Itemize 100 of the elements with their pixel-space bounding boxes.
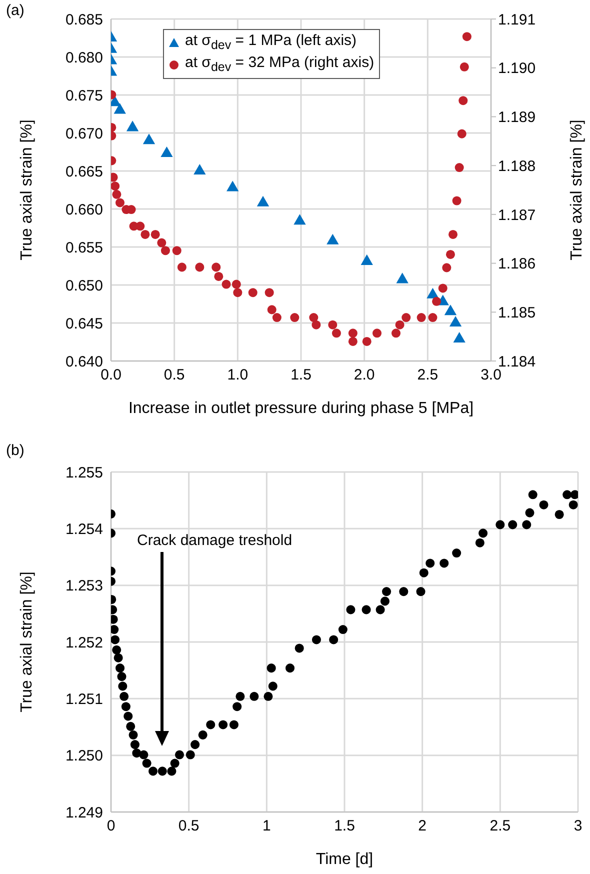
x-tick-label: 1: [262, 818, 271, 835]
point: [160, 146, 173, 158]
point: [272, 313, 282, 322]
point: [112, 190, 122, 199]
point: [432, 296, 442, 306]
point: [312, 320, 321, 330]
point: [114, 103, 126, 114]
point: [256, 196, 270, 206]
point: [348, 328, 358, 338]
point: [142, 134, 156, 144]
y-tick-label: 1.252: [65, 634, 103, 652]
x-tick-label: 1.5: [334, 818, 355, 835]
y2-tick-label: 1.186: [498, 256, 536, 273]
point: [448, 230, 458, 239]
annotation: Crack damage treshold: [137, 532, 292, 549]
x-tick-label: 2.5: [490, 818, 511, 835]
x-axis-title: Time [d]: [316, 851, 374, 868]
point: [326, 234, 339, 244]
point: [294, 214, 306, 225]
point: [446, 250, 455, 259]
point: [222, 280, 231, 289]
x-tick-label: 0: [106, 818, 116, 835]
y-axis-title: True axial strain [%]: [18, 120, 36, 260]
point: [444, 304, 457, 316]
x-tick-label: 2.0: [354, 366, 375, 384]
point: [395, 320, 404, 330]
x-tick-label: 0.5: [164, 366, 185, 384]
point: [453, 332, 466, 342]
y-tick-label: 0.685: [65, 11, 103, 28]
x-tick-label: 1.5: [290, 366, 312, 384]
legend-label: at σ$_{dev}$ = 1 MPa (left axis): [185, 32, 357, 54]
point: [452, 196, 462, 206]
text: (a): [6, 2, 24, 19]
point: [226, 180, 239, 192]
point: [248, 288, 258, 298]
point: [212, 262, 221, 272]
point: [115, 198, 125, 208]
point: [195, 262, 204, 272]
y2-tick-label: 1.187: [498, 206, 536, 224]
point: [438, 284, 448, 293]
point: [460, 62, 469, 72]
point: [194, 164, 206, 175]
point: [267, 305, 276, 314]
y-tick-label: 1.253: [65, 578, 103, 595]
text: (b): [6, 442, 24, 459]
point: [362, 336, 372, 346]
y2-axis-title: True axial strain [%]: [568, 120, 586, 260]
point: [177, 262, 186, 272]
point: [442, 263, 452, 272]
point: [309, 313, 318, 322]
point: [328, 320, 338, 330]
point: [416, 313, 426, 322]
point: [290, 313, 300, 322]
point: [172, 246, 182, 256]
point: [360, 254, 373, 265]
y2-tick-label: 1.189: [498, 109, 536, 126]
y-tick-label: 0.680: [65, 49, 103, 66]
point: [140, 230, 150, 239]
point: [126, 120, 139, 132]
legend-label: at σ$_{dev}$ = 32 MPa (right axis): [185, 54, 374, 76]
point: [332, 328, 341, 338]
x-tick-label: 1.0: [227, 366, 248, 384]
point: [160, 246, 170, 256]
x-tick-label: 2.5: [417, 366, 438, 384]
point: [458, 96, 468, 106]
y-tick-label: 0.665: [65, 163, 103, 180]
y2-tick-label: 1.188: [498, 158, 536, 175]
point: [214, 272, 224, 281]
y2-tick-label: 1.191: [498, 11, 536, 28]
y2-tick-label: 1.185: [498, 304, 536, 322]
point: [233, 288, 242, 298]
point: [157, 238, 166, 248]
y-axis-title: True axial strain [%]: [18, 572, 36, 712]
y-tick-label: 0.670: [65, 125, 103, 142]
x-tick-label: 0.0: [100, 366, 122, 384]
y-tick-label: 1.255: [65, 464, 103, 482]
y-tick-label: 0.645: [65, 315, 103, 332]
point: [150, 230, 160, 239]
point: [372, 328, 382, 338]
y-tick-label: 0.640: [65, 353, 103, 370]
point: [402, 313, 411, 322]
y2-tick-label: 1.190: [498, 60, 536, 78]
point: [348, 336, 358, 346]
y-tick-label: 1.254: [65, 520, 103, 538]
point: [428, 313, 438, 322]
y-tick-label: 0.660: [65, 201, 103, 218]
point: [449, 316, 462, 327]
point: [457, 129, 466, 138]
y-tick-label: 0.650: [65, 277, 103, 294]
point: [264, 288, 274, 298]
point: [111, 182, 120, 191]
x-tick-label: 0.5: [178, 818, 200, 835]
y-tick-label: 1.250: [65, 748, 103, 765]
point: [391, 328, 401, 338]
x-tick-label: 3: [574, 818, 582, 835]
point: [454, 163, 464, 172]
y-tick-label: 1.251: [65, 690, 103, 708]
y-tick-label: 1.249: [65, 804, 103, 822]
point: [232, 280, 241, 289]
point: [462, 32, 472, 42]
